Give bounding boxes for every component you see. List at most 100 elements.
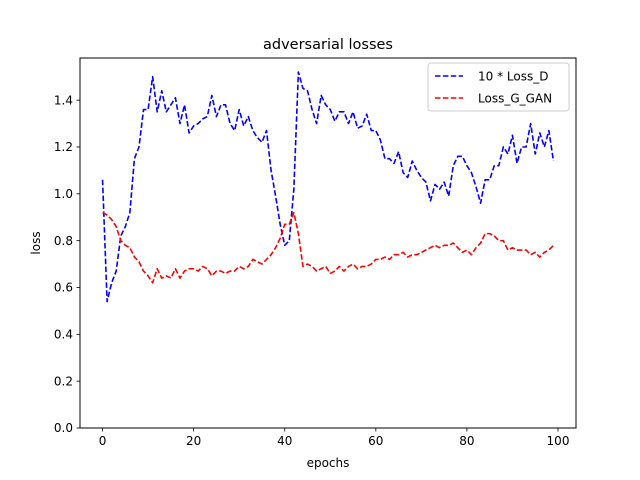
data-point-s0-62 — [384, 158, 386, 160]
y-tick-label: 0.4 — [54, 328, 73, 342]
data-point-s1-50 — [329, 273, 331, 275]
data-point-s1-65 — [398, 254, 400, 256]
legend-label-0: 10 * Loss_D — [478, 70, 548, 84]
data-point-s0-65 — [398, 151, 400, 153]
data-point-s0-36 — [266, 130, 268, 132]
data-point-s0-22 — [202, 118, 204, 120]
x-tick-label: 60 — [368, 434, 383, 448]
data-point-s0-83 — [480, 202, 482, 204]
data-point-s1-98 — [548, 249, 550, 251]
data-point-s0-4 — [120, 235, 122, 237]
data-point-s0-97 — [544, 146, 546, 148]
data-point-s0-91 — [516, 163, 518, 165]
data-point-s1-77 — [452, 242, 454, 244]
data-point-s1-83 — [480, 242, 482, 244]
data-point-s1-67 — [407, 256, 409, 258]
data-point-s0-1 — [106, 301, 108, 303]
data-point-s0-11 — [152, 76, 154, 78]
data-point-s1-13 — [161, 277, 163, 279]
data-point-s0-23 — [207, 116, 209, 118]
data-point-s1-11 — [152, 282, 154, 284]
plot-area-frame — [79, 57, 577, 429]
data-point-s1-62 — [384, 256, 386, 258]
data-point-s1-86 — [493, 235, 495, 237]
data-point-s0-57 — [361, 125, 363, 127]
data-point-s0-67 — [407, 177, 409, 179]
data-point-s0-48 — [320, 95, 322, 97]
data-point-s0-24 — [211, 95, 213, 97]
legend-label-1: Loss_G_GAN — [478, 92, 552, 106]
data-point-s1-85 — [489, 233, 491, 235]
data-point-s0-43 — [298, 71, 300, 73]
data-point-s0-87 — [498, 165, 500, 167]
data-point-s1-29 — [234, 270, 236, 272]
data-point-s1-34 — [257, 261, 259, 263]
data-point-s1-12 — [156, 268, 158, 270]
data-point-s1-47 — [316, 270, 318, 272]
data-point-s1-81 — [471, 254, 473, 256]
data-point-s0-55 — [352, 111, 354, 113]
data-point-s0-76 — [448, 195, 450, 197]
data-point-s1-40 — [284, 223, 286, 225]
data-point-s0-90 — [512, 134, 514, 136]
data-point-s0-31 — [243, 125, 245, 127]
y-tick-label: 1.0 — [54, 187, 73, 201]
data-point-s1-53 — [343, 270, 345, 272]
y-axis-label: loss — [29, 231, 43, 254]
data-point-s1-70 — [421, 252, 423, 254]
data-point-s1-37 — [270, 254, 272, 256]
data-point-s0-61 — [380, 139, 382, 141]
data-point-s1-90 — [512, 247, 514, 249]
data-point-s0-64 — [393, 163, 395, 165]
data-point-s1-91 — [516, 249, 518, 251]
data-point-s1-88 — [503, 240, 505, 242]
data-point-s0-69 — [416, 170, 418, 172]
data-point-s0-21 — [197, 123, 199, 125]
data-point-s0-96 — [539, 132, 541, 134]
data-point-s0-58 — [366, 113, 368, 115]
data-point-s1-48 — [320, 268, 322, 270]
data-point-s0-59 — [370, 130, 372, 132]
data-point-s0-51 — [334, 120, 336, 122]
data-point-s1-35 — [261, 263, 263, 265]
y-tick-label: 1.4 — [54, 93, 73, 107]
data-point-s1-96 — [539, 256, 541, 258]
data-point-s1-18 — [184, 270, 186, 272]
x-tick-label: 20 — [186, 434, 201, 448]
data-point-s0-79 — [462, 156, 464, 158]
data-point-s0-8 — [138, 146, 140, 148]
data-point-s0-56 — [357, 127, 359, 129]
data-point-s1-66 — [402, 252, 404, 254]
data-point-s1-44 — [302, 266, 304, 268]
data-point-s0-77 — [452, 165, 454, 167]
data-point-s0-28 — [229, 123, 231, 125]
y-tick-label: 0.2 — [54, 374, 73, 388]
data-point-s1-17 — [179, 277, 181, 279]
data-point-s0-35 — [261, 142, 263, 144]
data-point-s1-99 — [553, 245, 555, 247]
data-point-s0-30 — [238, 109, 240, 111]
data-point-s1-42 — [293, 212, 295, 214]
data-point-s1-9 — [143, 270, 145, 272]
data-point-s1-15 — [170, 277, 172, 279]
x-axis-label: epochs — [307, 456, 350, 470]
data-point-s0-27 — [225, 104, 227, 106]
data-point-s0-45 — [307, 90, 309, 92]
data-point-s0-54 — [348, 123, 350, 125]
data-point-s1-14 — [166, 275, 168, 277]
data-point-s1-63 — [389, 259, 391, 261]
data-point-s1-60 — [375, 259, 377, 261]
data-point-s0-3 — [115, 270, 117, 272]
data-point-s1-5 — [125, 245, 127, 247]
data-point-s1-56 — [357, 268, 359, 270]
data-point-s1-22 — [202, 266, 204, 268]
data-point-s0-86 — [493, 165, 495, 167]
data-point-s0-81 — [471, 172, 473, 174]
data-point-s0-46 — [311, 109, 313, 111]
data-point-s1-82 — [475, 247, 477, 249]
data-point-s0-99 — [553, 160, 555, 162]
legend: 10 * Loss_D Loss_G_GAN — [427, 62, 570, 112]
data-point-s1-61 — [380, 259, 382, 261]
data-point-s0-40 — [284, 245, 286, 247]
data-point-s0-98 — [548, 130, 550, 132]
